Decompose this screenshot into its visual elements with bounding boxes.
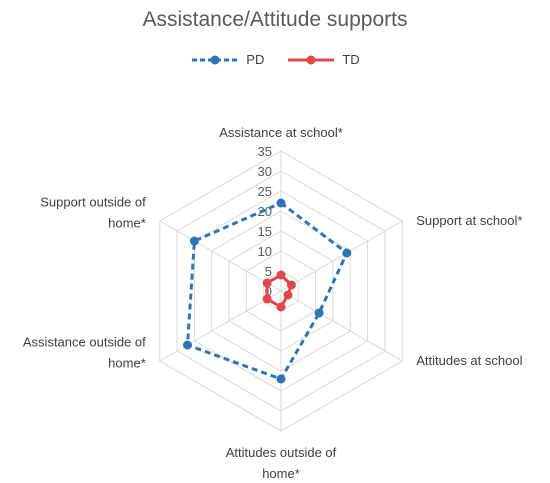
axis-label-4-1: home* [108,356,146,371]
axis-spoke-1 [280,220,403,292]
chart-title: Assistance/Attitude supports [142,8,408,31]
axis-spoke-5 [159,220,282,292]
series-point-pd-2 [314,308,324,318]
axis-spoke-2 [280,290,403,362]
axis-label-1-0: Support at school* [416,213,522,228]
series-point-td-1 [286,280,296,290]
legend-label-td: TD [342,52,360,67]
series-point-td-2 [283,290,293,300]
legend: PD TD [0,52,550,67]
axis-spoke-4 [159,290,282,362]
series-point-pd-4 [182,340,192,350]
series-point-pd-1 [342,248,352,258]
axis-label-4-0: Assistance outside of [23,335,146,350]
series-point-pd-5 [189,236,199,246]
series-point-td-0 [276,270,286,280]
tick-label-10: 10 [258,244,272,259]
axis-label-2-0: Attitudes at school [416,353,522,368]
tick-label-25: 25 [258,184,272,199]
tick-label-35: 35 [258,144,272,159]
axis-label-3-0: Attitudes outside of [226,445,337,460]
legend-swatch-td [288,55,335,64]
legend-label-pd: PD [246,52,265,67]
legend-swatch-pd [192,55,239,64]
axis-label-5-1: home* [108,216,146,231]
axis-label-5-0: Support outside of [40,195,146,210]
tick-label-15: 15 [258,224,272,239]
series-point-pd-0 [276,198,286,208]
legend-entry-td: TD [286,52,360,67]
series-point-td-3 [276,302,286,312]
axis-label-0-0: Assistance at school* [219,125,343,140]
axis-label-3-1: home* [262,466,300,481]
legend-entry-pd: PD [190,52,264,67]
series-point-td-5 [262,278,272,288]
tick-label-30: 30 [258,164,272,179]
tick-label-5: 5 [265,264,272,279]
series-point-td-4 [262,294,272,304]
series-point-pd-3 [276,374,286,384]
